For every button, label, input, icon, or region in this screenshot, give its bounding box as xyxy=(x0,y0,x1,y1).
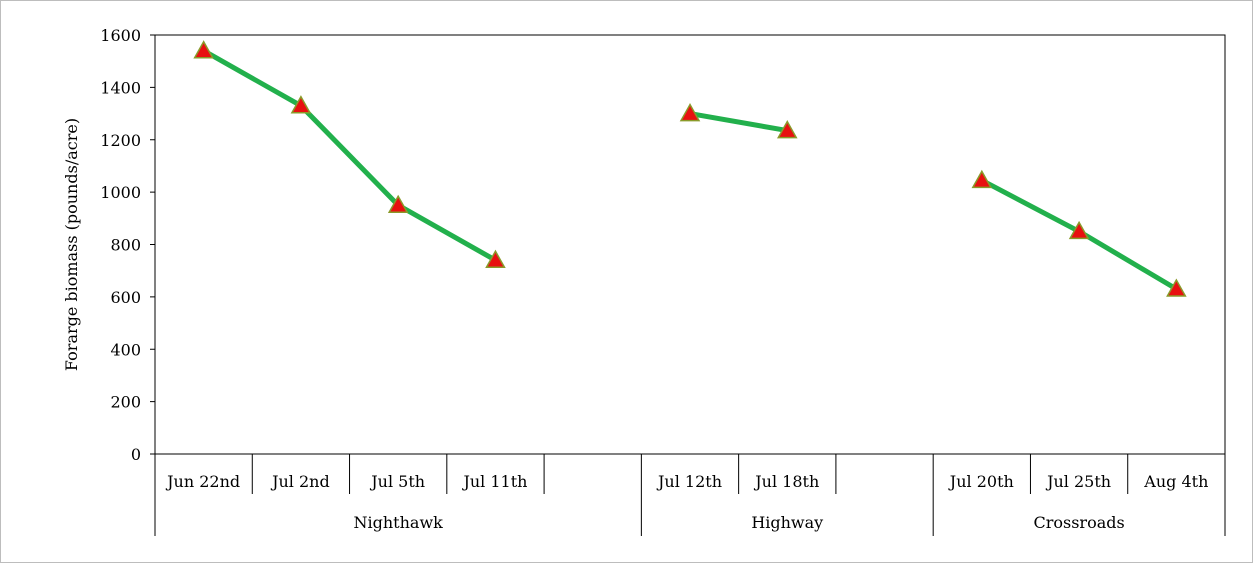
axes xyxy=(154,34,1226,455)
data-point-marker xyxy=(290,95,312,114)
x-tick-label: Jun 22nd xyxy=(165,472,240,491)
y-tick-label: 1200 xyxy=(100,131,141,150)
x-tick-label: Jul 25th xyxy=(1045,472,1111,491)
x-tick-label: Aug 4th xyxy=(1143,472,1208,491)
x-tick-label: Jul 11th xyxy=(461,472,527,491)
y-tick-label: 1000 xyxy=(100,183,141,202)
x-tick-label: Jul 12th xyxy=(656,472,722,491)
data-point-marker xyxy=(679,103,701,122)
x-tick-label: Jul 18th xyxy=(753,472,819,491)
y-tick-label: 1600 xyxy=(100,26,141,45)
data-point-marker xyxy=(485,249,506,268)
series-lines xyxy=(201,48,1179,292)
x-group-label: Nighthawk xyxy=(354,513,444,532)
x-category-labels: Jun 22nd Jul 2nd Jul 5th Jul 11th Jul 12th Ju… xyxy=(154,454,1226,536)
data-point-marker xyxy=(776,120,798,139)
x-group-label: Crossroads xyxy=(1033,513,1124,532)
data-point-marker xyxy=(193,40,214,59)
data-point-marker xyxy=(1068,220,1090,240)
series-markers xyxy=(193,40,1187,297)
y-tick-label: 0 xyxy=(131,445,141,464)
series-line-segment xyxy=(687,111,790,134)
y-tick-label: 800 xyxy=(110,236,141,255)
y-tick-label: 600 xyxy=(110,288,141,307)
y-tick-label: 200 xyxy=(110,393,141,412)
x-tick-label: Jul 20th xyxy=(948,472,1014,491)
data-point-marker xyxy=(971,169,993,189)
x-group-label: Highway xyxy=(751,513,823,532)
data-point-marker xyxy=(1166,278,1187,297)
data-point-marker xyxy=(387,194,409,213)
y-axis-title: Forarge biomass (pounds/acre) xyxy=(62,118,81,371)
y-tick-label: 1400 xyxy=(100,78,141,97)
y-ticks: 0 200 400 600 800 1000 1200 1400 1600 xyxy=(100,26,155,464)
x-group-labels: Nighthawk Highway Crossroads xyxy=(354,513,1125,532)
y-tick-label: 400 xyxy=(110,340,141,359)
series-line-segment xyxy=(201,48,498,263)
x-tick-label: Jul 5th xyxy=(369,472,425,491)
x-tick-label: Jul 2nd xyxy=(270,472,330,491)
plot-area-border xyxy=(154,34,1226,455)
